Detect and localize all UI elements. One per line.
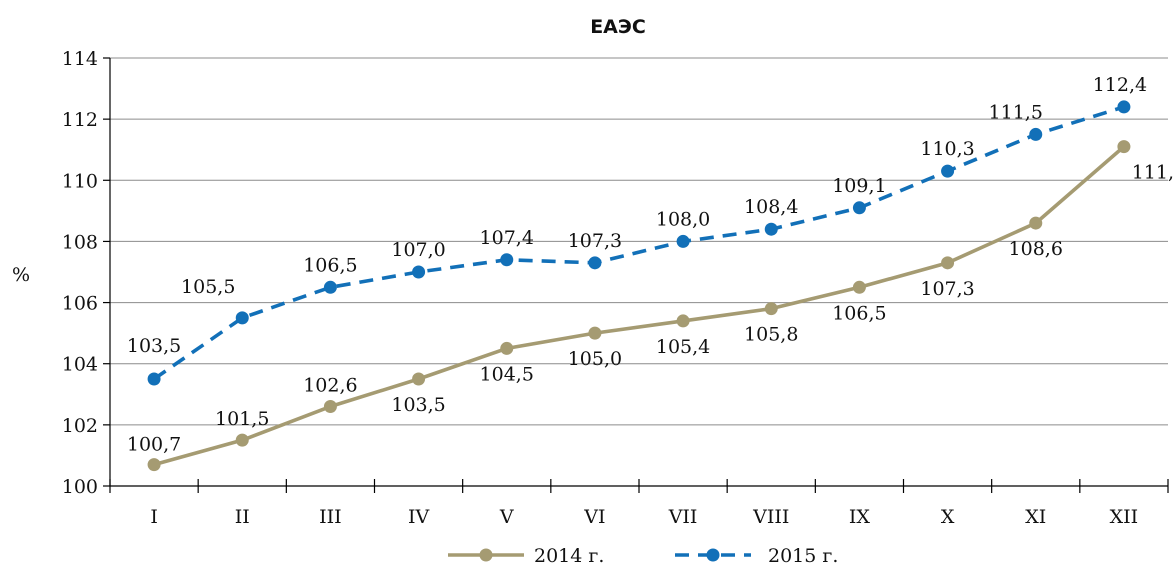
data-point	[676, 234, 690, 248]
data-point	[235, 311, 249, 325]
data-point	[588, 256, 602, 270]
data-point	[412, 372, 426, 386]
data-label: 107,4	[480, 227, 534, 249]
y-tick-label: 114	[62, 48, 98, 70]
data-label: 112,4	[1093, 74, 1147, 96]
data-point	[852, 201, 866, 215]
series-line	[153, 105, 1125, 381]
data-label: 108,0	[656, 208, 710, 230]
x-tick-label: VIII	[752, 506, 789, 528]
x-tick-label: XII	[1110, 506, 1139, 528]
data-point	[1029, 127, 1043, 141]
data-label: 106,5	[832, 302, 886, 324]
data-point	[412, 265, 426, 279]
data-point	[676, 314, 690, 328]
grid-lines	[110, 57, 1168, 426]
data-label: 108,6	[1009, 238, 1063, 260]
legend-swatch-marker	[706, 548, 720, 562]
y-tick-label: 110	[62, 170, 98, 192]
data-label: 104,5	[480, 363, 534, 385]
x-tick-label: IV	[408, 506, 430, 528]
data-point	[588, 326, 602, 340]
data-label: 106,5	[303, 254, 357, 276]
x-tick-label: XI	[1025, 506, 1046, 528]
legend-swatch-marker	[479, 548, 493, 562]
data-label: 109,1	[832, 175, 886, 197]
data-point	[147, 372, 161, 386]
data-label: 110,3	[920, 138, 974, 160]
data-point	[147, 458, 161, 472]
data-label: 100,7	[127, 434, 181, 456]
data-label: 107,3	[568, 230, 622, 252]
data-label: 111,1	[1132, 162, 1176, 184]
x-tick-label: X	[941, 506, 955, 528]
data-point	[323, 280, 337, 294]
x-tick-label: II	[235, 506, 250, 528]
data-point	[764, 302, 778, 316]
chart-title: ЕАЭС	[590, 16, 646, 38]
data-label: 105,4	[656, 336, 710, 358]
y-tick-label: 106	[62, 293, 98, 315]
y-tick-label: 102	[62, 415, 98, 437]
data-label: 103,5	[391, 394, 445, 416]
data-label: 105,5	[181, 276, 235, 298]
data-point	[941, 164, 955, 178]
y-tick-label: 108	[62, 231, 98, 253]
legend: 2014 г. 2015 г.	[448, 545, 838, 567]
y-tick-label: 112	[62, 109, 98, 131]
x-tick-label: VII	[668, 506, 698, 528]
data-point	[1029, 216, 1043, 230]
data-point	[323, 400, 337, 414]
data-point	[1117, 140, 1131, 154]
y-axis-label: %	[12, 264, 30, 286]
data-label: 107,3	[920, 278, 974, 300]
y-tick-label: 104	[62, 354, 98, 376]
x-tick-label: V	[499, 506, 514, 528]
data-label: 107,0	[391, 239, 445, 261]
data-point	[852, 280, 866, 294]
x-tick-label: IX	[849, 506, 871, 528]
legend-label: 2015 г.	[768, 545, 838, 567]
data-point	[941, 256, 955, 270]
data-point	[500, 253, 514, 267]
x-tick-label: I	[150, 506, 158, 528]
series-line	[153, 145, 1126, 467]
data-label: 105,8	[744, 324, 798, 346]
data-label: 102,6	[303, 375, 357, 397]
data-label: 111,5	[989, 101, 1043, 123]
y-tick-label: 100	[62, 476, 98, 498]
data-label: 108,4	[744, 196, 798, 218]
data-point	[764, 222, 778, 236]
data-label: 101,5	[215, 408, 269, 430]
data-label: 105,0	[568, 348, 622, 370]
x-tick-label: III	[319, 506, 342, 528]
data-point	[1117, 100, 1131, 114]
data-label: 103,5	[127, 335, 181, 357]
series-lines	[147, 100, 1131, 472]
x-tick-label: VI	[583, 506, 605, 528]
legend-label: 2014 г.	[534, 545, 604, 567]
data-point	[235, 433, 249, 447]
data-point	[500, 341, 514, 355]
data-labels: 100,7 101,5 102,6 103,5 104,5 105,0 105,4 105,8…	[127, 74, 1176, 456]
